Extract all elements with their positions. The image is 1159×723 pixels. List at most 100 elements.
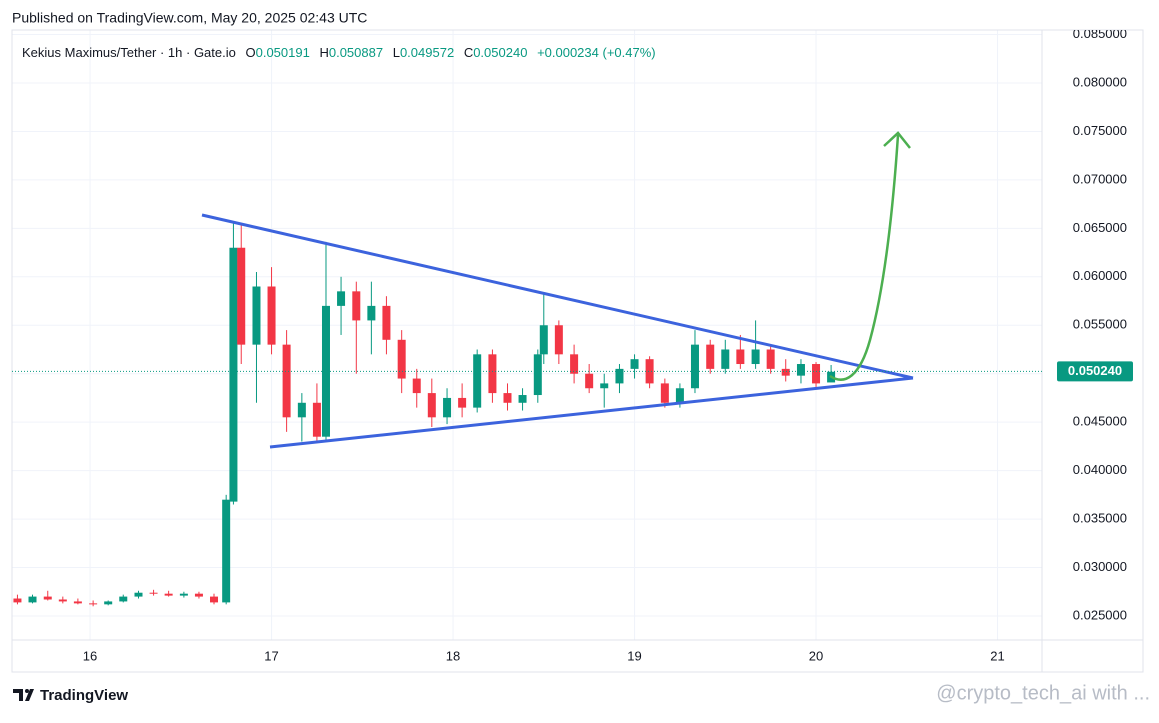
- candle-body: [427, 393, 436, 418]
- l-label: L: [393, 45, 400, 60]
- candle-body: [164, 593, 173, 596]
- candle-body: [210, 596, 219, 603]
- legend: Kekius Maximus/Tether · 1h · Gate.io O0.…: [22, 45, 656, 60]
- candle-body: [179, 593, 188, 596]
- x-tick-label: 17: [264, 648, 278, 663]
- candle-body: [89, 603, 98, 605]
- logo-icon: [13, 689, 34, 701]
- y-tick-label: 0.025000: [1073, 607, 1127, 622]
- candle-body: [533, 354, 542, 396]
- candle-body: [252, 286, 261, 345]
- candle-body: [58, 599, 67, 602]
- o-value: 0.050191: [256, 45, 310, 60]
- y-tick-label: 0.080000: [1073, 74, 1127, 89]
- candle-body: [503, 393, 512, 403]
- logo-text: TradingView: [40, 687, 128, 704]
- last-price-label: 0.050240: [1068, 363, 1122, 378]
- y-tick-label: 0.060000: [1073, 268, 1127, 283]
- candle-body: [458, 397, 467, 408]
- h-label: H: [319, 45, 328, 60]
- symbol: Kekius Maximus/Tether · 1h · Gate.io: [22, 45, 236, 60]
- candles: [13, 223, 836, 607]
- candle-body: [766, 349, 775, 369]
- projection-arrow: [829, 131, 911, 381]
- y-tick-label: 0.075000: [1073, 123, 1127, 138]
- upper-trendline: [201, 213, 914, 380]
- candle-body: [585, 373, 594, 389]
- candle-body: [73, 601, 82, 604]
- candle-body: [312, 402, 321, 437]
- lower-trendline: [269, 376, 914, 449]
- logo-dot: [25, 689, 29, 693]
- candle-body: [237, 247, 246, 345]
- candle-body: [706, 344, 715, 369]
- axis: 0.025000 0.030000 0.035000 0.040000 0.045000…: [83, 26, 1127, 663]
- candle-body: [412, 378, 421, 394]
- c-label: C: [464, 45, 473, 60]
- candle-body: [736, 349, 745, 365]
- candle-body: [149, 592, 158, 594]
- c-value: 0.050240: [473, 45, 527, 60]
- candle-body: [282, 344, 291, 418]
- candle-body: [690, 344, 699, 389]
- x-tick-label: 20: [809, 648, 823, 663]
- candle-body: [367, 305, 376, 321]
- candle-body: [721, 349, 730, 369]
- y-tick-label: 0.045000: [1073, 414, 1127, 429]
- candle-body: [194, 593, 203, 597]
- candle-body: [488, 354, 497, 394]
- candle-body: [382, 305, 391, 340]
- watermark: @crypto_tech_ai with ...: [936, 682, 1150, 704]
- candle-body: [539, 325, 548, 355]
- candle-body: [615, 368, 624, 384]
- tradingview-logo: TradingView: [13, 687, 128, 704]
- candle-body: [675, 388, 684, 403]
- candle-body: [518, 395, 527, 403]
- candle-body: [297, 402, 306, 418]
- triangle-pattern: [201, 213, 914, 449]
- y-tick-label: 0.040000: [1073, 462, 1127, 477]
- candle-body: [321, 305, 330, 437]
- y-tick-label: 0.035000: [1073, 511, 1127, 526]
- last-price-box: [1057, 361, 1133, 382]
- y-tick-label: 0.055000: [1073, 317, 1127, 332]
- candle-body: [229, 247, 238, 502]
- candle-body: [554, 325, 563, 355]
- candle-body: [660, 383, 669, 403]
- candle-body: [397, 339, 406, 379]
- candle-body: [337, 291, 346, 306]
- y-tick-label: 0.085000: [1073, 26, 1127, 41]
- y-tick-label: 0.070000: [1073, 171, 1127, 186]
- candle-body: [222, 499, 231, 603]
- candle-body: [570, 354, 579, 374]
- candle-body: [600, 383, 609, 389]
- candle-body: [13, 598, 22, 603]
- arrow-curve: [829, 134, 900, 381]
- x-tick-label: 21: [990, 648, 1004, 663]
- candle-body: [751, 349, 760, 365]
- arrow-head: [883, 131, 911, 149]
- x-tick-label: 18: [446, 648, 460, 663]
- l-value: 0.049572: [400, 45, 454, 60]
- candle-body: [443, 397, 452, 418]
- y-tick-label: 0.030000: [1073, 559, 1127, 574]
- candle-body: [796, 364, 805, 376]
- x-tick-label: 19: [627, 648, 641, 663]
- candle-body: [352, 291, 361, 321]
- y-tick-label: 0.065000: [1073, 220, 1127, 235]
- candle-body: [630, 359, 639, 369]
- candle-body: [812, 364, 821, 384]
- o-label: O: [245, 45, 255, 60]
- candle-body: [267, 286, 276, 345]
- change: +0.000234 (+0.47%): [537, 45, 656, 60]
- candle-body: [473, 354, 482, 408]
- x-tick-label: 16: [83, 648, 97, 663]
- frame: [11, 29, 1144, 673]
- candle-body: [43, 596, 52, 600]
- h-value: 0.050887: [329, 45, 383, 60]
- candle-body: [119, 596, 128, 602]
- candle-body: [134, 592, 143, 597]
- published: Published on TradingView.com, May 20, 20…: [12, 10, 367, 26]
